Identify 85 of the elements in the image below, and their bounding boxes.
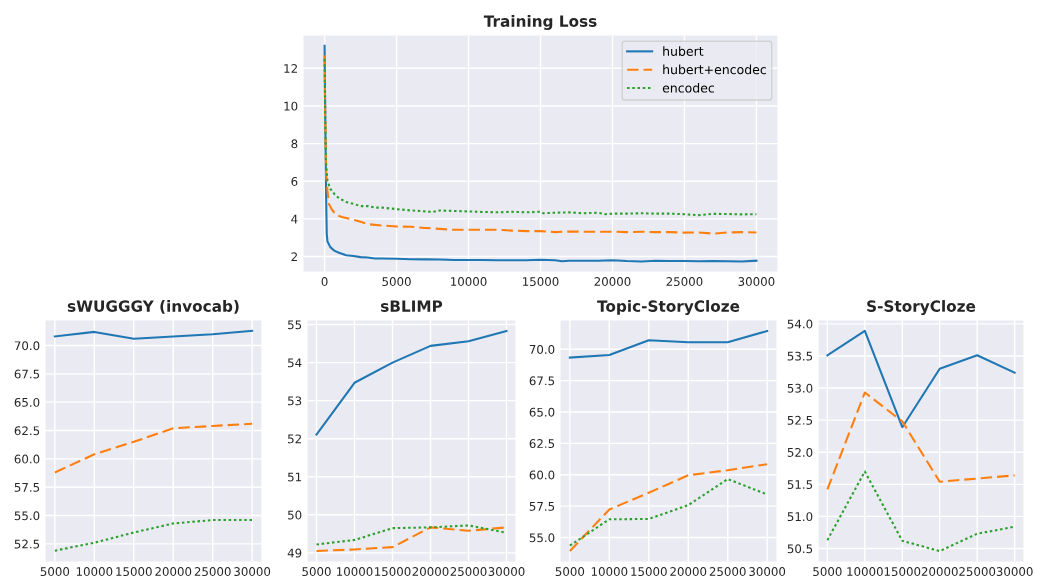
x-tick-label: 10000 — [451, 277, 487, 286]
y-tick-label: 51 — [288, 472, 302, 482]
x-tick-label: 15000 — [375, 567, 411, 576]
y-tick-label: 53.0 — [787, 383, 813, 393]
y-tick-label: 55.0 — [529, 533, 555, 543]
x-tick-label: 20000 — [921, 567, 958, 576]
x-tick-label: 10000 — [591, 567, 628, 576]
x-tick-label: 30000 — [234, 567, 271, 576]
y-tick-label: 52.0 — [787, 447, 813, 457]
legend-label: hubert — [663, 46, 704, 56]
y-tick-label: 6 — [291, 176, 298, 186]
y-tick-label: 51.0 — [787, 512, 813, 522]
y-tick-label: 52.5 — [787, 415, 813, 425]
x-tick-label: 30000 — [996, 567, 1033, 576]
y-tick-label: 50.5 — [787, 544, 813, 554]
x-tick-label: 10000 — [337, 567, 373, 576]
x-tick-label: 30000 — [749, 567, 786, 576]
y-tick-label: 62.5 — [14, 426, 40, 436]
y-tick-label: 52.5 — [14, 539, 40, 549]
x-tick-label: 25000 — [450, 567, 487, 576]
y-tick-label: 10 — [284, 101, 298, 111]
y-tick-label: 50 — [288, 510, 302, 520]
y-tick-label: 55.0 — [14, 511, 40, 521]
x-tick-label: 20000 — [594, 277, 631, 286]
x-tick-label: 5000 — [40, 567, 70, 576]
y-tick-label: 54.0 — [787, 319, 813, 329]
y-tick-label: 53 — [288, 396, 302, 406]
chart-title: sBLIMP — [381, 300, 443, 312]
x-tick-label: 30000 — [488, 567, 525, 576]
y-tick-label: 53.5 — [787, 351, 813, 361]
line-series — [315, 524, 508, 546]
x-tick-label: 30000 — [738, 277, 775, 286]
x-tick-label: 25000 — [194, 567, 231, 576]
y-tick-label: 70.0 — [14, 341, 40, 351]
line-series — [826, 391, 1016, 491]
x-tick-label: 5000 — [555, 567, 585, 576]
x-tick-label: 5000 — [813, 567, 842, 576]
y-tick-label: 67.5 — [14, 369, 40, 379]
line-series — [53, 519, 254, 552]
y-tick-label: 70.0 — [529, 344, 555, 354]
x-tick-label: 15000 — [884, 567, 921, 576]
x-tick-label: 5000 — [302, 567, 331, 576]
y-tick-label: 60.0 — [14, 454, 40, 464]
line-series — [53, 329, 254, 340]
x-tick-label: 5000 — [382, 277, 411, 286]
chart-title: Topic-StoryCloze — [597, 300, 740, 315]
x-tick-label: 15000 — [116, 567, 152, 576]
line-series — [568, 330, 769, 359]
line-series — [826, 329, 1016, 429]
y-tick-label: 54 — [288, 358, 302, 368]
line-series — [826, 470, 1016, 553]
chart-title: S-StoryCloze — [867, 300, 976, 315]
y-tick-label: 8 — [291, 139, 298, 149]
y-tick-label: 49 — [287, 548, 302, 558]
x-tick-label: 20000 — [670, 567, 707, 576]
y-tick-label: 51.5 — [787, 480, 813, 489]
x-tick-label: 25000 — [709, 567, 746, 576]
x-tick-label: 15000 — [631, 567, 667, 576]
line-series — [568, 463, 769, 552]
legend-label: encodec — [662, 82, 714, 93]
y-tick-label: 67.5 — [529, 376, 555, 386]
y-tick-label: 57.5 — [14, 483, 40, 492]
x-tick-label: 20000 — [155, 567, 192, 576]
y-tick-label: 4 — [291, 214, 298, 224]
x-tick-label: 15000 — [523, 277, 559, 286]
y-tick-label: 2 — [291, 252, 297, 262]
x-tick-label: 0 — [321, 277, 328, 286]
y-tick-label: 65.0 — [14, 397, 40, 407]
x-tick-label: 10000 — [76, 567, 113, 576]
chart-title: Training Loss — [483, 15, 597, 30]
y-tick-label: 65.0 — [529, 407, 555, 417]
y-tick-label: 62.5 — [529, 439, 555, 449]
x-tick-label: 25000 — [959, 567, 996, 576]
line-series — [53, 422, 254, 474]
y-tick-label: 55 — [288, 320, 302, 330]
y-tick-label: 60.0 — [529, 470, 555, 480]
y-tick-label: 57.5 — [529, 502, 555, 511]
legend-label: hubert+encodec — [663, 64, 766, 75]
y-tick-label: 52 — [288, 434, 301, 444]
y-tick-label: 12 — [284, 64, 297, 73]
x-tick-label: 25000 — [666, 277, 703, 286]
x-tick-label: 20000 — [412, 567, 449, 576]
x-tick-label: 10000 — [847, 567, 883, 576]
line-series — [315, 329, 508, 436]
chart-title: sWUGGGY (invocab) — [67, 300, 239, 314]
